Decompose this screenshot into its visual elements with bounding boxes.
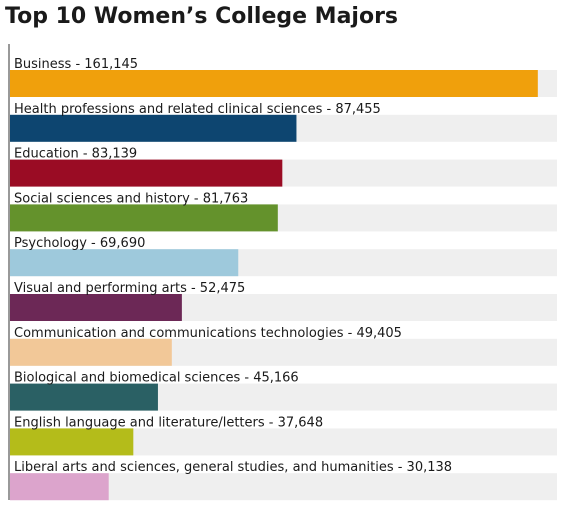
bar-label: Biological and biomedical sciences - 45,… <box>14 371 299 386</box>
bar-row: Biological and biomedical sciences - 45,… <box>10 371 557 411</box>
bar-label: Psychology - 69,690 <box>14 236 145 251</box>
bar-rows: Business - 161,145 Health professions and… <box>10 57 557 501</box>
bar-row: Liberal arts and sciences, general studi… <box>10 460 557 501</box>
bar-row: English language and literature/letters … <box>10 415 557 456</box>
bar <box>10 294 182 321</box>
bar-label: Communication and communications technol… <box>14 326 402 341</box>
bar <box>10 204 278 232</box>
chart-title: Top 10 Women’s College Majors <box>5 4 399 29</box>
bar-row: Psychology - 69,690 <box>10 236 557 277</box>
bar <box>10 114 297 142</box>
bar-label: Health professions and related clinical … <box>14 102 381 117</box>
bar-row: Communication and communications technol… <box>10 326 557 366</box>
bar-label: Liberal arts and sciences, general studi… <box>14 460 452 475</box>
bar-label: Social sciences and history - 81,763 <box>14 191 248 206</box>
bar-row: Visual and performing arts - 52,475 <box>10 281 557 321</box>
bar <box>10 338 172 366</box>
bar <box>10 383 158 411</box>
bar <box>10 70 538 97</box>
bar-row: Education - 83,139 <box>10 147 557 187</box>
bar-row: Health professions and related clinical … <box>10 102 557 142</box>
bar <box>10 249 239 277</box>
bar-row: Business - 161,145 <box>10 57 557 97</box>
bar-row: Social sciences and history - 81,763 <box>10 191 557 232</box>
bar-label: Visual and performing arts - 52,475 <box>14 281 245 296</box>
bar-label: Education - 83,139 <box>14 147 137 162</box>
bar-label: English language and literature/letters … <box>14 415 323 430</box>
bar <box>10 428 134 456</box>
bar <box>10 159 283 187</box>
bar <box>10 473 109 501</box>
bar-label: Business - 161,145 <box>14 57 138 72</box>
